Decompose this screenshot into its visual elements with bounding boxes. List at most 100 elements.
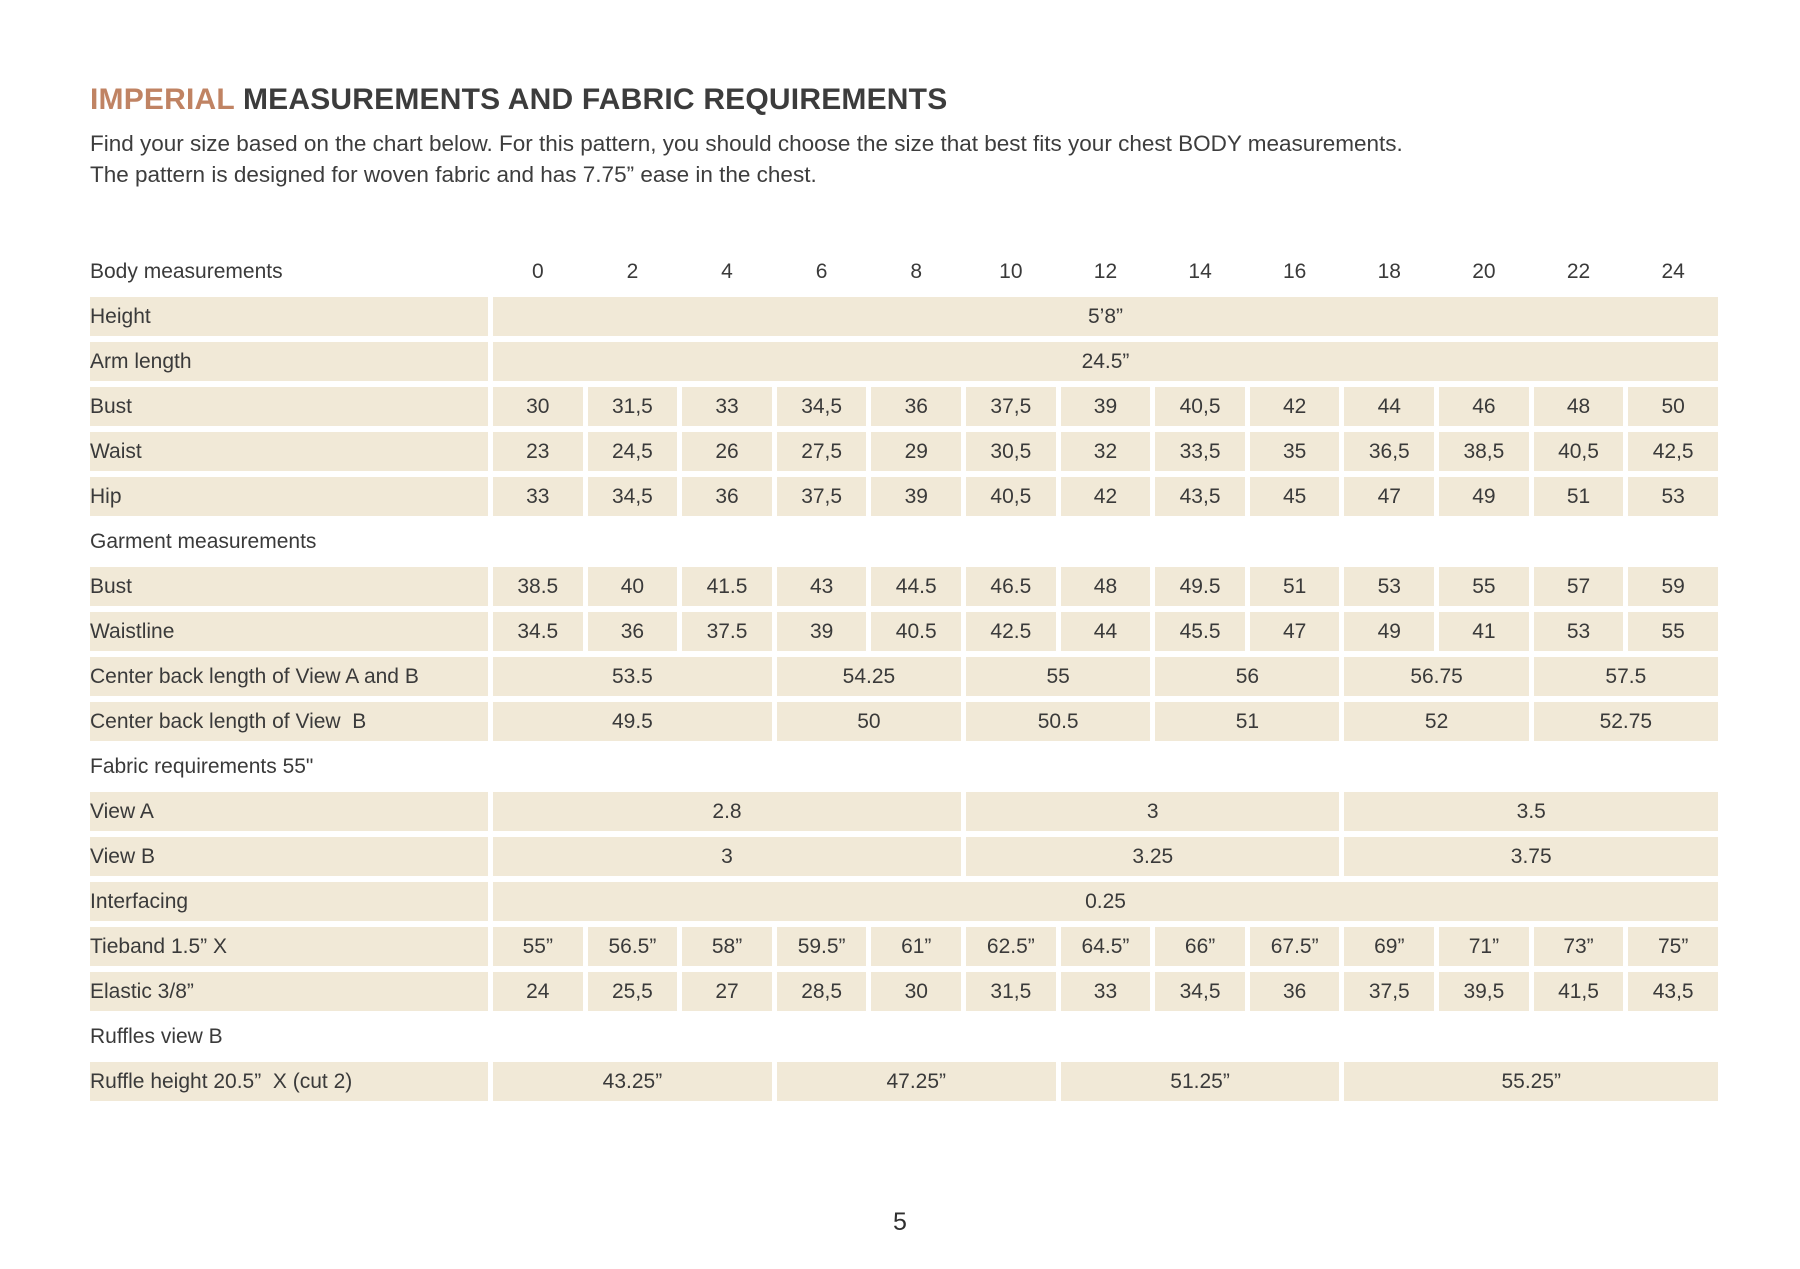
value-cell: 30 (871, 972, 962, 1011)
section-label: Garment measurements (90, 529, 317, 553)
header-body-measurements: Body measurements (90, 259, 283, 283)
value-cell: 59 (1628, 567, 1718, 606)
size-column-header: 22 (1566, 259, 1591, 283)
size-column-header: 6 (815, 259, 828, 283)
table-row: Center back length of View B 49.5 50 50.5 51… (90, 702, 1718, 741)
row-label: Height (90, 297, 488, 336)
value-cell: 64.5” (1060, 927, 1151, 966)
value-cell: 3 (493, 837, 962, 876)
value-cell: 53 (1344, 567, 1435, 606)
value-cell: 24,5 (587, 432, 678, 471)
value-cell: 36,5 (1344, 432, 1435, 471)
section-label: Fabric requirements 55" (90, 754, 314, 778)
value-cell: 33 (1060, 972, 1151, 1011)
value-cell: 53 (1533, 612, 1624, 651)
value-cell: 50 (776, 702, 962, 741)
value-cell: 26 (682, 432, 772, 471)
value-cell: 36 (587, 612, 678, 651)
value-cell: 3.5 (1344, 792, 1718, 831)
value-cell: 51 (1533, 477, 1624, 516)
page-title: IMPERIAL MEASUREMENTS AND FABRIC REQUIRE… (90, 82, 1760, 118)
value-cell: 53 (1628, 477, 1718, 516)
intro-paragraph: Find your size based on the chart below.… (90, 128, 1760, 190)
value-cell: 43 (776, 567, 867, 606)
value-cell: 55.25” (1344, 1062, 1718, 1101)
value-cell: 41.5 (682, 567, 772, 606)
size-column-header: 16 (1283, 259, 1307, 283)
value-cell: 49 (1439, 477, 1529, 516)
value-cell: 55 (1628, 612, 1718, 651)
value-cell: 46 (1439, 387, 1529, 426)
table-row: Waist 23 24,5 26 27,5 29 30,5 32 33,5 35 36,5 38,5 4… (90, 432, 1718, 471)
intro-line-1: Find your size based on the chart below.… (90, 131, 1403, 156)
table-row: View A 2.8 3 3.5 (90, 792, 1718, 831)
value-cell: 66” (1155, 927, 1245, 966)
value-cell: 73” (1533, 927, 1624, 966)
value-cell: 25,5 (587, 972, 678, 1011)
table-row: Ruffle height 20.5” X (cut 2) 43.25” 47.25… (90, 1062, 1718, 1101)
value-cell: 41,5 (1533, 972, 1624, 1011)
value-cell: 36 (682, 477, 772, 516)
table-row: Height 5’8” (90, 297, 1718, 336)
value-cell: 34.5 (493, 612, 583, 651)
value-cell: 62.5” (966, 927, 1056, 966)
value-cell: 35 (1249, 432, 1340, 471)
value-cell: 24 (493, 972, 583, 1011)
value-cell: 49.5 (493, 702, 772, 741)
value-cell: 40,5 (1155, 387, 1245, 426)
value-cell: 38,5 (1439, 432, 1529, 471)
table-row: Elastic 3/8” 24 25,5 27 28,5 30 31,5 33 34,5 36 37… (90, 972, 1718, 1011)
value-cell: 40,5 (966, 477, 1056, 516)
value-cell: 37,5 (1344, 972, 1435, 1011)
value-cell: 39 (1060, 387, 1151, 426)
value-cell: 56 (1155, 657, 1340, 696)
value-cell: 44.5 (871, 567, 962, 606)
size-column-header: 2 (626, 259, 639, 283)
size-column-header: 12 (1093, 259, 1118, 283)
value-cell: 51.25” (1060, 1062, 1340, 1101)
value-cell: 67.5” (1249, 927, 1340, 966)
value-cell: 41 (1439, 612, 1529, 651)
value-cell: 39,5 (1439, 972, 1529, 1011)
table-row: Arm length 24.5” (90, 342, 1718, 381)
value-cell: 45.5 (1155, 612, 1245, 651)
value-cell: 30,5 (966, 432, 1056, 471)
row-label: Interfacing (90, 882, 488, 921)
value-cell: 39 (776, 612, 867, 651)
value-cell: 57.5 (1533, 657, 1718, 696)
intro-line-2: The pattern is designed for woven fabric… (90, 162, 817, 187)
table-row: Waistline 34.5 36 37.5 39 40.5 42.5 44 45.5 47 49 4… (90, 612, 1718, 651)
value-cell: 51 (1249, 567, 1340, 606)
value-cell: 52.75 (1533, 702, 1718, 741)
value-cell: 40 (587, 567, 678, 606)
value-cell: 48 (1533, 387, 1624, 426)
value-cell: 31,5 (966, 972, 1056, 1011)
value-cell: 27,5 (776, 432, 867, 471)
value-cell: 51 (1155, 702, 1340, 741)
row-label: View A (90, 792, 488, 831)
value-cell: 42 (1249, 387, 1340, 426)
value-cell: 58” (682, 927, 772, 966)
value-cell: 27 (682, 972, 772, 1011)
section-row: Ruffles view B (90, 1017, 1718, 1056)
section-row: Fabric requirements 55" (90, 747, 1718, 786)
table-header-row: Body measurements 0 2 4 6 8 10 12 14 16 18 20 22 24 (90, 252, 1718, 291)
value-cell: 5’8” (493, 297, 1718, 336)
value-cell: 37.5 (682, 612, 772, 651)
row-label: Elastic 3/8” (90, 972, 488, 1011)
value-cell: 69” (1344, 927, 1435, 966)
value-cell: 36 (1249, 972, 1340, 1011)
row-label: Center back length of View A and B (90, 657, 488, 696)
value-cell: 39 (871, 477, 962, 516)
title-rest: MEASUREMENTS AND FABRIC REQUIREMENTS (242, 83, 948, 116)
table-row: Bust 30 31,5 33 34,5 36 37,5 39 40,5 42 44 46 48 50 (90, 387, 1718, 426)
value-cell: 34,5 (1155, 972, 1245, 1011)
value-cell: 37,5 (776, 477, 867, 516)
value-cell: 54.25 (776, 657, 962, 696)
row-label: Arm length (90, 342, 488, 381)
value-cell: 45 (1249, 477, 1340, 516)
value-cell: 34,5 (776, 387, 867, 426)
size-column-header: 8 (910, 259, 923, 283)
table-head: Body measurements 0 2 4 6 8 10 12 14 16 18 20 22 24 (90, 252, 1718, 291)
value-cell: 3.25 (966, 837, 1340, 876)
